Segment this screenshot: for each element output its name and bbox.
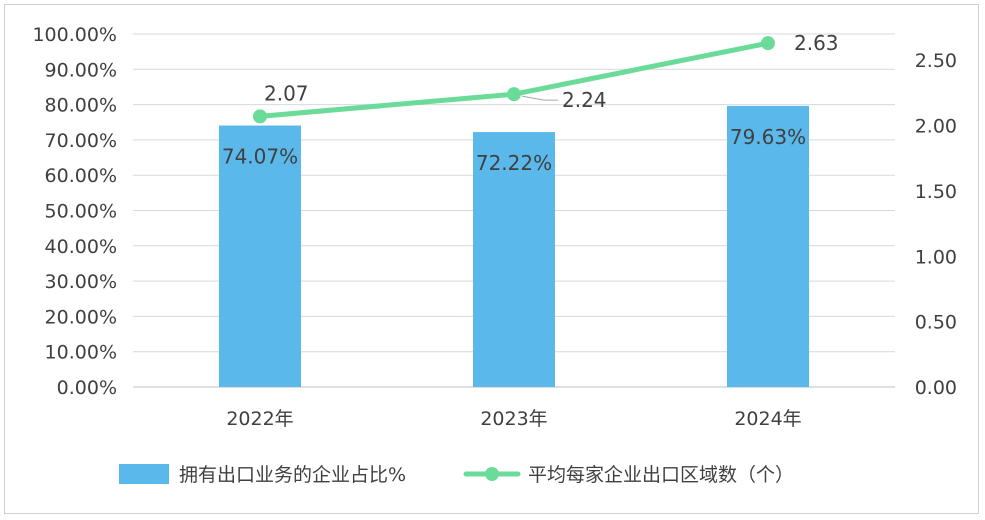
x-tick-label: 2023年: [480, 408, 547, 430]
line-series: 2.07 2.24 2.63: [253, 31, 839, 124]
leader-line: [521, 95, 558, 101]
right-axis-ticks: 0.00 0.50 1.00 1.50 2.00 2.50: [915, 50, 957, 399]
left-tick-label: 60.00%: [45, 165, 117, 187]
bar: [473, 132, 555, 387]
right-tick-label: 0.50: [915, 312, 957, 334]
x-axis-ticks: 2022年 2023年 2024年: [226, 408, 801, 430]
left-tick-label: 20.00%: [45, 306, 117, 328]
left-tick-label: 90.00%: [45, 59, 117, 81]
right-tick-label: 0.00: [915, 377, 957, 399]
right-tick-label: 2.00: [915, 116, 957, 138]
left-tick-label: 50.00%: [45, 201, 117, 223]
line-data-label: 2.63: [794, 31, 839, 55]
bar-data-label: 74.07%: [222, 145, 298, 169]
left-axis-ticks: 0.00% 10.00% 20.00% 30.00% 40.00% 50.00% 60.00…: [32, 24, 117, 399]
x-tick-label: 2022年: [226, 408, 293, 430]
line-marker: [253, 109, 267, 124]
right-tick-label: 1.00: [915, 246, 957, 268]
left-tick-label: 80.00%: [45, 95, 117, 117]
legend-line-marker: [485, 467, 499, 481]
line-marker: [507, 87, 521, 102]
legend-bar-swatch: [119, 464, 169, 484]
x-tick-label: 2024年: [734, 408, 801, 430]
legend-bar-label: 拥有出口业务的企业占比%: [179, 464, 406, 486]
line-data-label: 2.07: [264, 81, 309, 105]
legend: 拥有出口业务的企业占比% 平均每家企业出口区域数（个）: [119, 464, 794, 486]
left-tick-label: 100.00%: [32, 24, 117, 46]
series-line: [257, 40, 771, 119]
bar: [727, 105, 809, 387]
bar-data-label: 79.63%: [730, 125, 806, 149]
left-tick-label: 10.00%: [45, 342, 117, 364]
line-data-label: 2.24: [562, 88, 607, 112]
right-tick-label: 1.50: [915, 181, 957, 203]
bar-series: 74.07% 72.22% 79.63%: [219, 105, 809, 387]
left-tick-label: 30.00%: [45, 271, 117, 293]
bar: [219, 125, 301, 387]
bar-data-label: 72.22%: [476, 151, 552, 175]
legend-line-label: 平均每家企业出口区域数（个）: [528, 464, 794, 486]
left-tick-label: 0.00%: [57, 377, 117, 399]
left-tick-label: 70.00%: [45, 130, 117, 152]
line-marker: [761, 36, 775, 51]
right-tick-label: 2.50: [915, 50, 957, 72]
left-tick-label: 40.00%: [45, 236, 117, 258]
